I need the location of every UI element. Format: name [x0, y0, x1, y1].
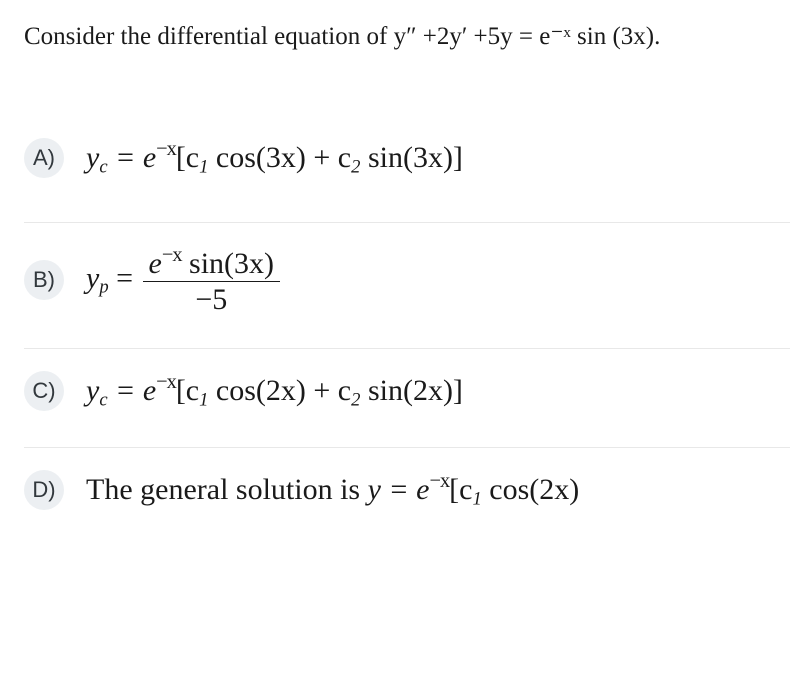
denominator: −5: [143, 282, 280, 316]
eq-e: = e: [381, 473, 430, 506]
equals: =: [109, 261, 141, 294]
var-y: y: [86, 374, 99, 407]
sup-negx: −x: [156, 138, 176, 160]
eq-e: = e: [108, 374, 157, 407]
option-d-letter: D): [24, 470, 64, 510]
fraction: e−x sin(3x) −5: [143, 245, 280, 316]
numerator: e−x sin(3x): [143, 245, 280, 283]
options-list: A) yc = e−x[c1 cos(3x) + c2 sin(3x)] B) …: [24, 124, 790, 520]
cos-term: cos(3x) + c: [208, 141, 351, 174]
option-a-letter: A): [24, 138, 64, 178]
option-d[interactable]: D) The general solution is y = e−x[c1 co…: [24, 448, 790, 520]
page: Consider the differential equation of y″…: [0, 0, 800, 684]
var-y: y: [368, 473, 381, 506]
cos-term: cos(2x) + c: [208, 374, 351, 407]
option-d-math: The general solution is y = e−x[c1 cos(2…: [86, 471, 579, 509]
option-c-math: yc = e−x[c1 cos(2x) + c2 sin(2x)]: [86, 372, 463, 410]
num-e: e: [149, 247, 162, 280]
sub-p: p: [99, 276, 108, 297]
sub-c: c: [99, 389, 107, 410]
bracket: [c: [449, 473, 472, 506]
option-b-math: yp = e−x sin(3x) −5: [86, 245, 282, 316]
bracket: [c: [176, 374, 199, 407]
question-text: Consider the differential equation of y″…: [24, 20, 790, 54]
sin-term: sin(3x)]: [360, 141, 462, 174]
num-sup: −x: [162, 244, 182, 266]
sin-term: sin(2x)]: [360, 374, 462, 407]
option-c[interactable]: C) yc = e−x[c1 cos(2x) + c2 sin(2x)]: [24, 349, 790, 448]
option-a-math: yc = e−x[c1 cos(3x) + c2 sin(3x)]: [86, 139, 463, 177]
sub-c: c: [99, 156, 107, 177]
sup-negx: −x: [430, 470, 450, 492]
option-c-letter: C): [24, 371, 64, 411]
option-b[interactable]: B) yp = e−x sin(3x) −5: [24, 223, 790, 349]
option-a[interactable]: A) yc = e−x[c1 cos(3x) + c2 sin(3x)]: [24, 124, 790, 223]
bracket: [c: [176, 141, 199, 174]
sub-1: 1: [472, 488, 481, 509]
eq-e: = e: [108, 141, 157, 174]
var-y: y: [86, 261, 99, 294]
cos-term: cos(2x): [482, 473, 579, 506]
num-sin: sin(3x): [182, 247, 275, 280]
option-b-letter: B): [24, 260, 64, 300]
var-y: y: [86, 141, 99, 174]
sup-negx: −x: [156, 371, 176, 393]
lead-text: The general solution is: [86, 473, 368, 506]
